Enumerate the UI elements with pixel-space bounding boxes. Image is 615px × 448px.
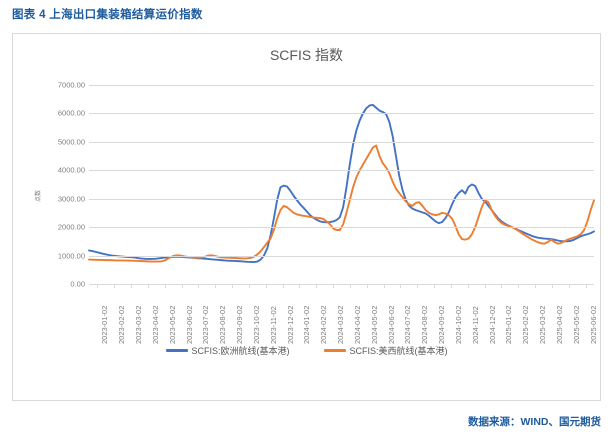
gridline: [89, 227, 594, 229]
x-axis-tick-label: 2023-02-02: [117, 305, 127, 344]
x-axis-tick-mark: [349, 284, 351, 288]
x-axis-line: [89, 284, 594, 285]
x-axis-tick-label: 2024-11-02: [470, 306, 480, 344]
gridline: [89, 255, 594, 257]
x-axis-tick-mark: [434, 284, 436, 288]
x-axis-tick-mark: [114, 284, 116, 288]
x-axis-tick-label: 2024-06-02: [386, 305, 396, 344]
x-axis-tick-label: 2023-09-02: [235, 305, 245, 344]
x-axis-tick-mark: [299, 284, 301, 288]
x-axis-tick-label: 2025-04-02: [554, 305, 564, 344]
gridline: [89, 170, 594, 172]
x-axis-tick-mark: [97, 284, 99, 288]
x-axis-tick-mark: [164, 284, 166, 288]
x-axis-tick-label: 2023-10-02: [251, 305, 261, 344]
x-axis-tick-label: 2023-03-02: [134, 305, 144, 344]
y-axis-tick-label: 0.00: [70, 279, 85, 289]
x-axis-tick-label: 2023-05-02: [167, 305, 177, 344]
chart-legend: SCFIS:欧洲航线(基本港) SCFIS:美西航线(基本港): [13, 344, 600, 357]
y-axis-tick-label: 6000.00: [57, 108, 85, 118]
x-axis-tick-label: 2024-01-02: [302, 305, 312, 344]
gridline: [89, 113, 594, 115]
x-axis-tick-label: 2023-07-02: [201, 305, 211, 344]
x-axis-tick-label: 2024-08-02: [420, 305, 430, 344]
y-axis-tick-label: 3000.00: [57, 194, 85, 204]
y-axis-tick-label: 1000.00: [57, 251, 85, 261]
legend-label: SCFIS:美西航线(基本港): [349, 346, 448, 356]
gridline: [89, 198, 594, 200]
x-axis-tick-mark: [198, 284, 200, 288]
legend-swatch-icon: [323, 349, 346, 352]
chart-title: SCFIS 指数: [269, 47, 344, 63]
chart-series-lines: [89, 85, 594, 284]
x-axis-tick-mark: [551, 284, 553, 288]
gridline: [89, 85, 594, 86]
x-axis-tick-label: 2023-01-02: [100, 305, 110, 344]
x-axis-tick-mark: [366, 284, 368, 288]
plot-area: [89, 85, 594, 285]
x-axis-tick-label: 2024-09-02: [437, 305, 447, 344]
x-axis-tick-mark: [265, 284, 267, 288]
x-axis-tick-mark: [518, 284, 520, 288]
x-axis-tick-mark: [484, 284, 486, 288]
x-axis-tick-label: 2023-11-02: [268, 306, 278, 344]
x-axis-tick-marks: [89, 284, 594, 288]
x-axis-tick-label: 2023-06-02: [184, 305, 194, 344]
x-axis-tick-label: 2024-05-02: [369, 305, 379, 344]
x-axis-tick-label: 2024-04-02: [352, 305, 362, 344]
x-axis-tick-mark: [400, 284, 402, 288]
x-axis-tick-label: 2023-12-02: [285, 305, 295, 344]
x-axis-tick-mark: [333, 284, 335, 288]
x-axis-tick-mark: [131, 284, 133, 288]
x-axis-tick-label: 2023-08-02: [218, 305, 228, 344]
x-axis-tick-mark: [147, 284, 149, 288]
y-axis-tick-label: 5000.00: [57, 137, 85, 147]
x-axis-tick-mark: [383, 284, 385, 288]
chart-container: SCFIS 指数 点数 0.00 1000.00 2000.00 3000.00 400…: [12, 33, 601, 401]
x-axis-tick-mark: [282, 284, 284, 288]
x-axis-tick-label: 2024-12-02: [487, 305, 497, 344]
legend-item-0[interactable]: SCFIS:欧洲航线(基本港): [165, 344, 290, 357]
x-axis-tick-mark: [450, 284, 452, 288]
gridline: [89, 141, 594, 143]
x-axis-tick-label: 2024-03-02: [336, 305, 346, 344]
y-axis-tick-labels: 0.00 1000.00 2000.00 3000.00 4000.00 5000.00 6…: [27, 81, 85, 289]
x-axis-tick-mark: [232, 284, 234, 288]
x-axis-tick-mark: [181, 284, 183, 288]
x-axis-tick-label: 2025-02-02: [521, 305, 531, 344]
legend-swatch-icon: [165, 349, 188, 352]
x-axis-tick-mark: [316, 284, 318, 288]
x-axis-tick-mark: [568, 284, 570, 288]
series-line-0: [89, 105, 594, 262]
x-axis-tick-mark: [248, 284, 250, 288]
x-axis-tick-label: 2025-03-02: [538, 305, 548, 344]
x-axis-tick-mark: [501, 284, 503, 288]
y-axis-tick-label: 4000.00: [57, 165, 85, 175]
figure-heading: 图表 4 上海出口集装箱结算运价指数: [12, 9, 203, 21]
x-axis-tick-mark: [467, 284, 469, 288]
x-axis-tick-mark: [417, 284, 419, 288]
x-axis-tick-label: 2024-07-02: [403, 305, 413, 344]
legend-item-1[interactable]: SCFIS:美西航线(基本港): [323, 344, 448, 357]
x-axis-tick-label: 2024-10-02: [453, 305, 463, 344]
y-axis-tick-label: 7000.00: [57, 80, 85, 90]
x-axis-tick-label: 2023-04-02: [150, 305, 160, 344]
y-axis-tick-label: 2000.00: [57, 222, 85, 232]
x-axis-tick-label: 2025-06-02: [588, 305, 598, 344]
series-line-1: [89, 146, 594, 262]
x-axis-tick-label: 2025-01-02: [504, 305, 514, 344]
source-note: 数据来源：WIND、国元期货: [468, 416, 601, 428]
x-axis-tick-mark: [535, 284, 537, 288]
x-axis-tick-label: 2025-05-02: [571, 305, 581, 344]
legend-label: SCFIS:欧洲航线(基本港): [191, 346, 290, 356]
x-axis-tick-labels: 2023-01-02 2023-02-02 2023-03-02 2023-04-02…: [89, 290, 597, 348]
x-axis-tick-mark: [215, 284, 217, 288]
x-axis-tick-label: 2024-02-02: [319, 305, 329, 344]
x-axis-tick-mark: [585, 284, 587, 288]
